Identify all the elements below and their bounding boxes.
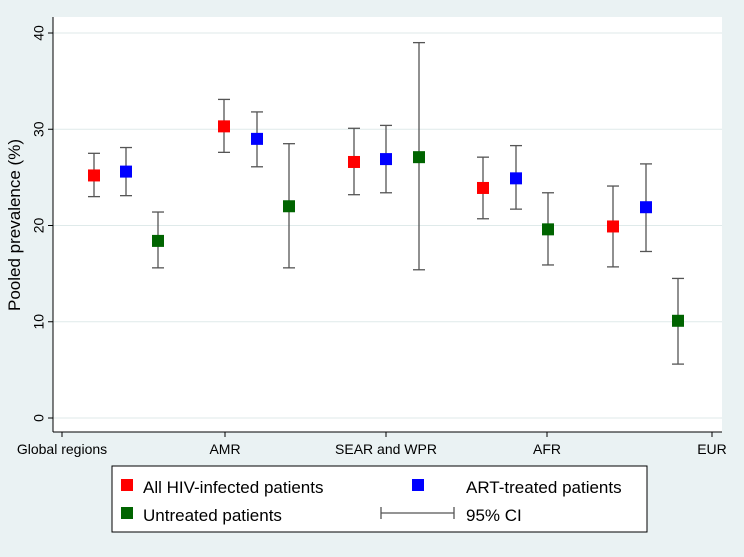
marker-s2-c3: [542, 223, 554, 236]
legend-label-art-treated: ART-treated patients: [466, 478, 622, 497]
y-tick-label-30: 30: [31, 121, 47, 137]
legend-swatch-art-treated: [412, 479, 424, 491]
y-ticks: 0 10 20 30 40: [31, 25, 53, 422]
marker-s1-c2: [380, 153, 392, 166]
marker-s2-c0: [152, 234, 164, 247]
y-tick-label-20: 20: [31, 218, 47, 234]
legend-swatch-all-hiv: [121, 479, 133, 491]
x-tick-label-2: SEAR and WPR: [335, 441, 437, 457]
marker-s0-c1: [218, 120, 230, 133]
x-ticks: Global regions AMR SEAR and WPR AFR EUR: [17, 432, 727, 457]
marker-s2-c4: [672, 314, 684, 327]
y-tick-label-0: 0: [31, 414, 47, 422]
marker-s1-c3: [510, 172, 522, 185]
marker-s0-c3: [477, 181, 489, 194]
legend-box: [111, 465, 648, 533]
legend-label-all-hiv: All HIV-infected patients: [143, 478, 323, 497]
marker-s0-c4: [607, 220, 619, 233]
legend-swatch-untreated: [121, 507, 133, 519]
data-markers: [88, 120, 684, 327]
axes: [52, 17, 722, 433]
marker-s1-c4: [640, 201, 652, 214]
marker-s2-c1: [283, 200, 295, 213]
legend-label-ci: 95% CI: [466, 506, 522, 525]
grid-lines: [53, 32, 722, 419]
y-tick-label-10: 10: [31, 314, 47, 330]
y-tick-label-40: 40: [31, 25, 47, 41]
x-tick-label-0: Global regions: [17, 441, 107, 457]
marker-s0-c0: [88, 169, 100, 182]
legend-ci-symbol: [380, 507, 455, 519]
x-tick-label-4: EUR: [697, 441, 727, 457]
x-tick-label-3: AFR: [533, 441, 561, 457]
marker-s1-c0: [120, 165, 132, 178]
legend: All HIV-infected patients ART-treated pa…: [111, 465, 648, 533]
marker-s1-c1: [251, 132, 263, 145]
y-axis-title: Pooled prevalence (%): [5, 139, 24, 311]
marker-s0-c2: [348, 155, 360, 168]
x-tick-label-1: AMR: [209, 441, 240, 457]
marker-s2-c2: [413, 151, 425, 164]
legend-label-untreated: Untreated patients: [143, 506, 282, 525]
plot-area: [53, 17, 722, 432]
